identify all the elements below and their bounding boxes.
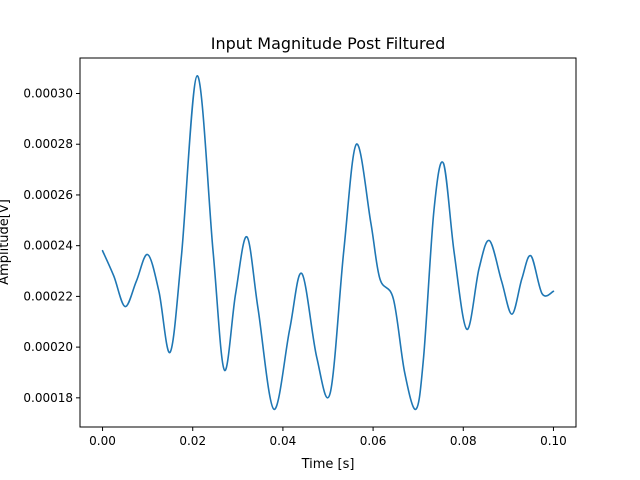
y-tick-label: 0.00028 bbox=[23, 137, 73, 151]
x-tick-label: 0.08 bbox=[450, 434, 477, 448]
y-tick-label: 0.00018 bbox=[23, 391, 73, 405]
plot-area bbox=[79, 57, 577, 428]
x-tick-label: 0.00 bbox=[89, 434, 116, 448]
chart-title: Input Magnitude Post Filtured bbox=[211, 34, 446, 53]
y-axis-ticks: 0.00018 0.00020 0.00022 0.00024 0.00026 0.000… bbox=[23, 87, 80, 405]
y-tick-label: 0.00022 bbox=[23, 289, 73, 303]
x-tick-label: 0.10 bbox=[540, 434, 567, 448]
y-tick-label: 0.00024 bbox=[23, 239, 73, 253]
x-tick-label: 0.06 bbox=[360, 434, 387, 448]
x-tick-label: 0.04 bbox=[270, 434, 297, 448]
axes-frame bbox=[79, 57, 577, 428]
y-tick-label: 0.00020 bbox=[23, 340, 73, 354]
x-tick-label: 0.02 bbox=[179, 434, 206, 448]
y-tick-label: 0.00030 bbox=[23, 87, 73, 101]
x-axis-label: Time [s] bbox=[301, 457, 355, 472]
series-line bbox=[101, 74, 555, 411]
y-tick-label: 0.00026 bbox=[23, 188, 73, 202]
y-axis-label: Amplitude[V] bbox=[0, 199, 12, 285]
x-axis-ticks: 0.00 0.02 0.04 0.06 0.08 0.10 bbox=[89, 427, 567, 448]
